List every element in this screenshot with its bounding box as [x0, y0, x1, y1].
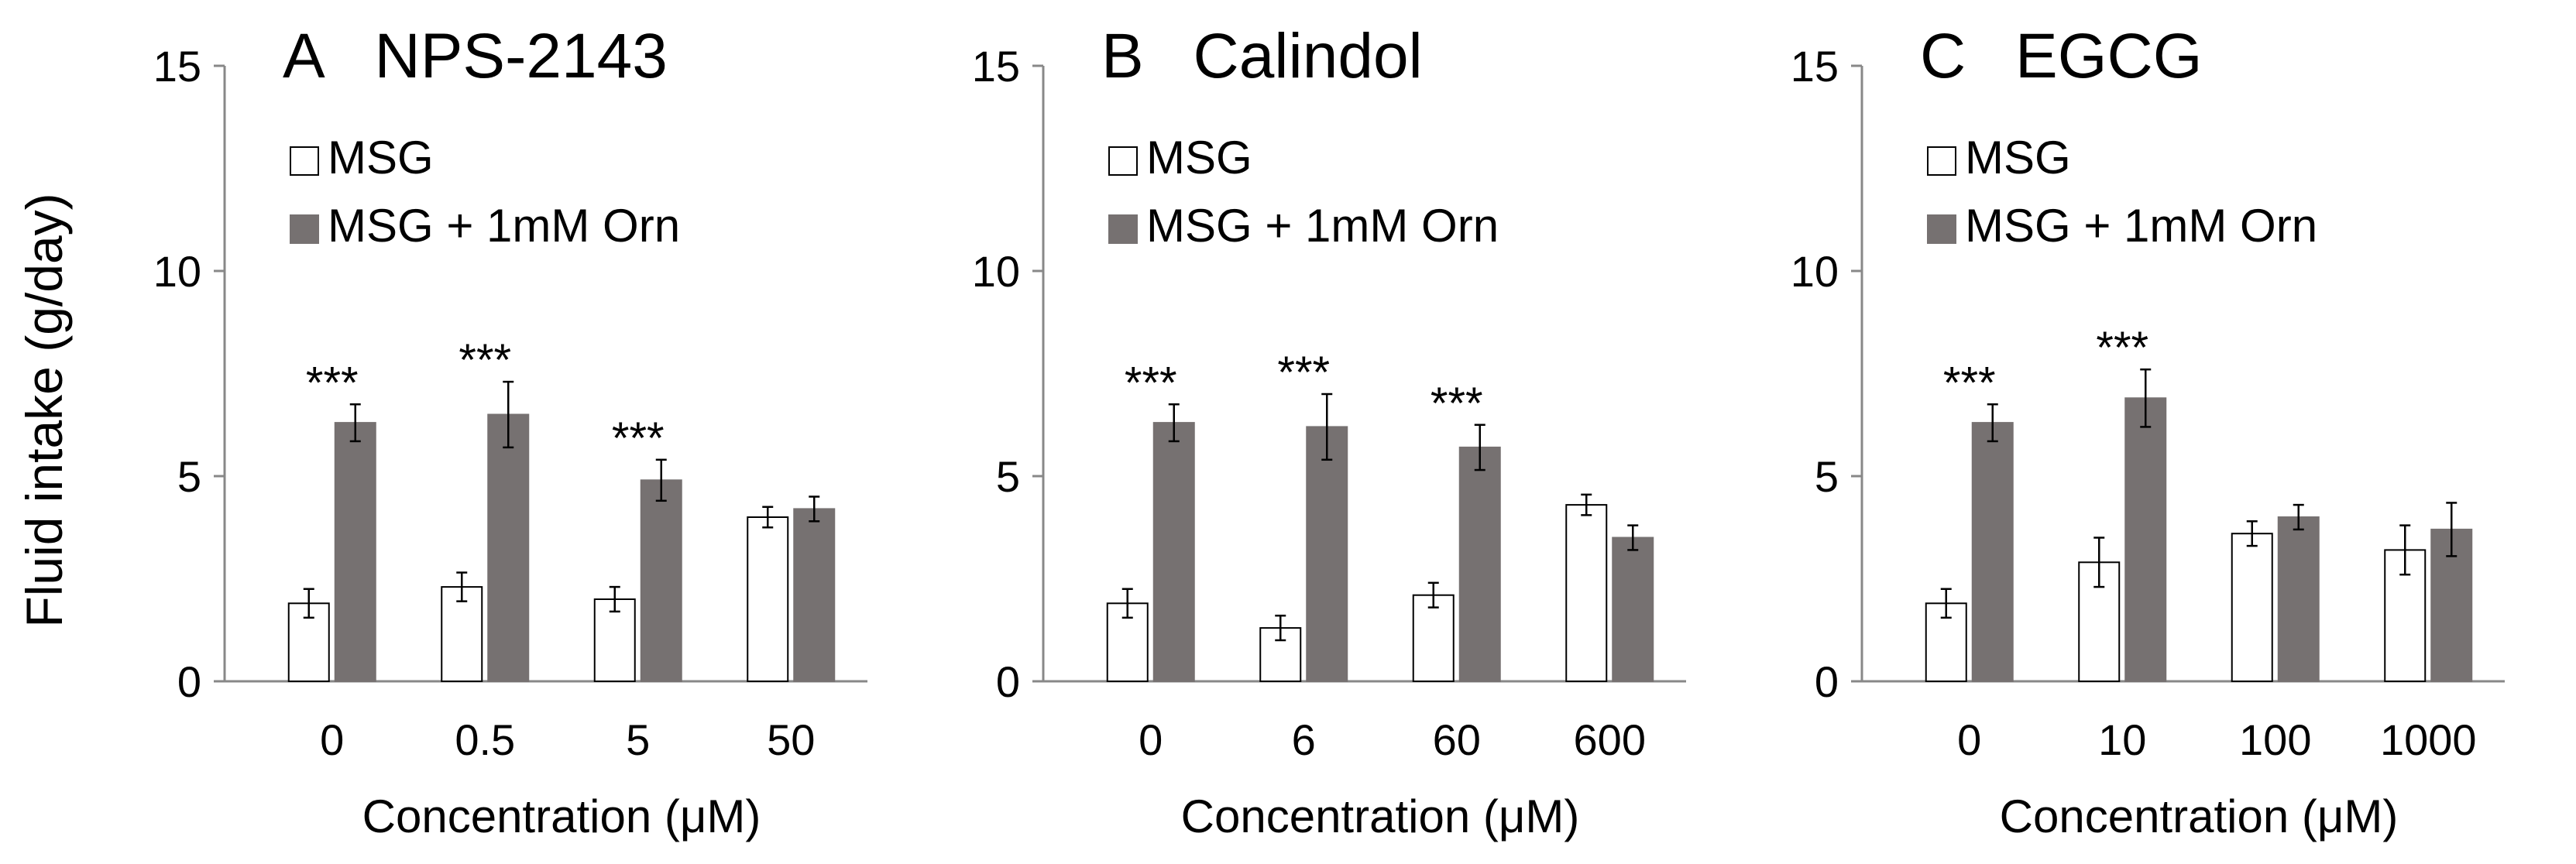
legend-swatch-msg	[1927, 146, 1956, 176]
x-tick-label: 6	[1292, 715, 1316, 764]
legend-label: MSG + 1mM Orn	[1146, 200, 1499, 252]
panel-title: B Calindol	[1101, 21, 1423, 91]
legend-label: MSG	[1146, 132, 1252, 183]
significance-label: ***	[1943, 358, 1996, 408]
y-tick-label: 5	[996, 452, 1020, 501]
x-tick-label: 0	[1139, 715, 1163, 764]
bar-msg	[747, 516, 789, 682]
significance-label: ***	[2096, 323, 2148, 373]
legend-label: MSG + 1mM Orn	[1965, 200, 2317, 252]
y-tick-label: 10	[972, 247, 1020, 296]
x-tick-label: 600	[1574, 715, 1646, 764]
panel-title: A NPS-2143	[283, 21, 668, 91]
bar-msg-orn	[1152, 422, 1195, 682]
x-axis-title: Concentration (μM)	[362, 790, 761, 842]
x-tick-label: 0	[1957, 715, 1981, 764]
bar-msg-orn	[793, 508, 836, 683]
y-tick-label: 15	[153, 42, 201, 91]
bar-msg-orn	[1971, 422, 2014, 682]
y-tick-label: 10	[153, 247, 201, 296]
y-tick-label: 5	[177, 452, 201, 501]
x-tick-label: 100	[2239, 715, 2311, 764]
x-tick-label: 0.5	[455, 715, 515, 764]
x-tick-label: 50	[767, 715, 815, 764]
legend-label: MSG	[328, 132, 434, 183]
bar-msg	[1412, 594, 1455, 683]
significance-label: ***	[612, 413, 665, 464]
significance-label: ***	[306, 358, 359, 408]
significance-label: ***	[459, 335, 511, 386]
y-tick-label: 5	[1815, 452, 1839, 501]
x-tick-label: 1000	[2380, 715, 2477, 764]
panel-a: 0 5 10 15 A NPS-2143 MSG MSG + 1mM Orn *** 0 *** 0…	[153, 21, 867, 842]
significance-label: ***	[1277, 348, 1330, 398]
panel-c: 0 5 10 15 C EGCG MSG MSG + 1mM Orn *** 0 *** 10 100…	[1791, 21, 2505, 842]
panel-title: C EGCG	[1920, 21, 2202, 91]
bar-msg-orn	[1458, 446, 1501, 683]
bar-msg-orn	[640, 479, 682, 682]
x-tick-label: 10	[2098, 715, 2146, 764]
x-tick-label: 0	[320, 715, 344, 764]
legend-swatch-orn	[290, 214, 319, 244]
y-tick-label: 0	[996, 657, 1020, 706]
bar-msg	[1106, 602, 1149, 682]
y-tick-label: 0	[1815, 657, 1839, 706]
y-tick-label: 15	[1791, 42, 1839, 91]
bar-msg-orn	[1612, 537, 1654, 682]
bar-msg	[1565, 504, 1608, 682]
bar-msg-orn	[2277, 516, 2320, 682]
x-axis-title: Concentration (μM)	[2000, 790, 2399, 842]
legend-swatch-orn	[1927, 214, 1956, 244]
bar-msg-orn	[1306, 426, 1348, 683]
y-tick-label: 15	[972, 42, 1020, 91]
legend-swatch-orn	[1108, 214, 1138, 244]
significance-label: ***	[1125, 358, 1177, 408]
x-tick-label: 5	[626, 715, 650, 764]
legend-swatch-msg	[290, 146, 319, 176]
panel-b: 0 5 10 15 B Calindol MSG MSG + 1mM Orn *** 0 *** 6…	[972, 21, 1686, 842]
significance-label: ***	[1431, 379, 1483, 429]
y-tick-label: 0	[177, 657, 201, 706]
legend-label: MSG	[1965, 132, 2071, 183]
bar-msg-orn	[487, 413, 530, 682]
x-axis-title: Concentration (μM)	[1181, 790, 1580, 842]
x-tick-label: 60	[1433, 715, 1481, 764]
legend-label: MSG + 1mM Orn	[328, 200, 680, 252]
y-axis-title: Fluid intake (g/day)	[15, 193, 73, 627]
bar-msg-orn	[2124, 397, 2167, 682]
legend-swatch-msg	[1108, 146, 1138, 176]
y-tick-label: 10	[1791, 247, 1839, 296]
bar-msg	[2231, 533, 2273, 683]
bar-msg-orn	[334, 422, 376, 682]
